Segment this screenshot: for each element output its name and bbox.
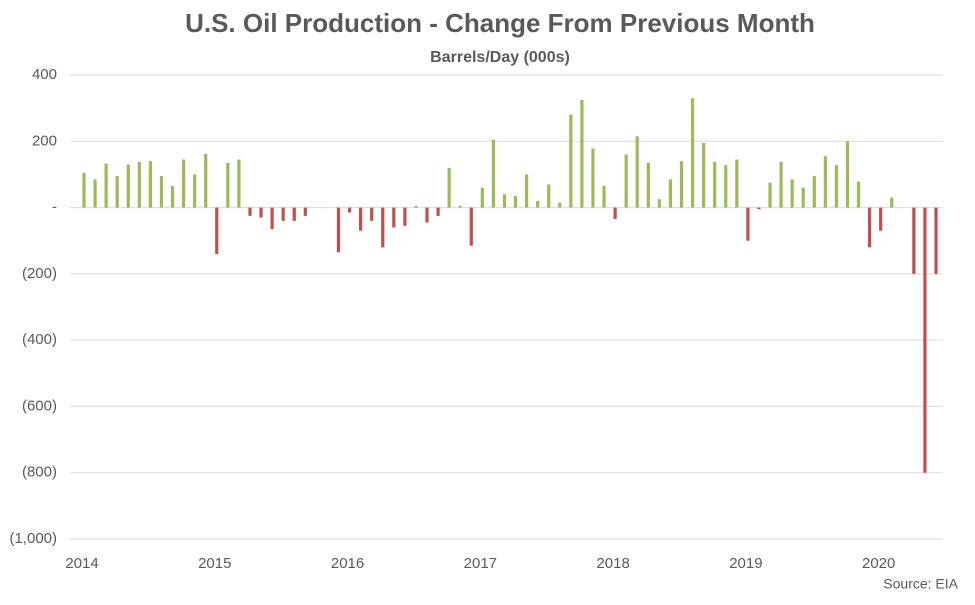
bar (469, 207, 473, 246)
bar (115, 176, 119, 208)
y-tick-label: - (52, 199, 57, 216)
bar (613, 207, 617, 220)
bar (193, 174, 197, 208)
bar (823, 156, 827, 208)
x-tick-label: 2017 (464, 555, 497, 572)
bar (646, 162, 650, 208)
bar (436, 207, 440, 216)
bar (425, 207, 429, 223)
bar (93, 179, 97, 208)
bar (259, 207, 263, 218)
bar (591, 148, 595, 208)
bar (790, 179, 794, 208)
y-tick-label: (200) (22, 265, 57, 282)
bar (934, 207, 938, 274)
y-tick-label: (400) (22, 331, 57, 348)
bar (381, 207, 385, 248)
bar (679, 161, 684, 208)
bar (281, 207, 285, 221)
bar (104, 163, 108, 208)
bar (204, 153, 208, 208)
bar (657, 199, 661, 208)
bar (458, 205, 462, 208)
bar (447, 167, 451, 208)
bar (834, 165, 839, 208)
bar (126, 164, 130, 208)
x-tick-label: 2016 (331, 555, 364, 572)
bar (845, 141, 850, 208)
chart-subtitle: Barrels/Day (000s) (430, 49, 570, 66)
bar (370, 207, 374, 221)
bar (735, 159, 739, 208)
bar (702, 142, 706, 208)
source-note: Source: EIA (883, 576, 958, 592)
bar (137, 161, 141, 208)
bar (602, 186, 606, 208)
bar (668, 179, 673, 208)
bar (768, 182, 772, 208)
bar (635, 136, 639, 208)
bar (336, 207, 341, 253)
bar (536, 200, 540, 208)
chart-title: U.S. Oil Production - Change From Previo… (185, 8, 815, 38)
bar (547, 184, 551, 208)
bar (248, 207, 252, 216)
x-tick-label: 2019 (729, 555, 762, 572)
bar (624, 154, 628, 208)
y-tick-label: 400 (32, 66, 57, 83)
bar (713, 161, 717, 208)
bar (159, 176, 164, 208)
bar (746, 207, 750, 241)
bar (524, 174, 529, 208)
y-tick-label: (1,000) (9, 530, 57, 547)
y-tick-label: (600) (22, 397, 57, 414)
bar (724, 165, 728, 208)
bar (480, 187, 484, 208)
x-tick-label: 2018 (596, 555, 629, 572)
bar (801, 187, 805, 208)
bar (148, 161, 152, 208)
bar (513, 195, 518, 208)
bar (779, 161, 783, 208)
bar (890, 197, 894, 208)
bar (912, 207, 916, 274)
bar (414, 205, 418, 208)
bar (292, 207, 296, 221)
y-tick-label: (800) (22, 464, 57, 481)
bar (812, 176, 816, 208)
bar (403, 207, 407, 226)
x-tick-label: 2020 (862, 555, 895, 572)
bar (215, 207, 219, 254)
bar (856, 181, 861, 208)
bar (359, 207, 363, 231)
bar (82, 172, 86, 208)
bar (868, 207, 872, 248)
bar (569, 114, 573, 208)
bar (303, 207, 307, 216)
bar (757, 207, 761, 210)
bar (502, 194, 507, 208)
bar (392, 207, 396, 228)
bar (347, 207, 352, 213)
y-tick-label: 200 (32, 132, 57, 149)
bar (690, 98, 695, 208)
bar (226, 162, 230, 208)
bar (580, 99, 584, 208)
bar (923, 207, 927, 473)
bar (879, 207, 883, 231)
bar (237, 159, 241, 208)
x-tick-label: 2015 (198, 555, 231, 572)
bar (181, 159, 186, 208)
x-tick-label: 2014 (65, 555, 98, 572)
bar (170, 186, 175, 208)
bar (558, 202, 562, 208)
bar (491, 139, 496, 208)
bar (270, 207, 274, 230)
